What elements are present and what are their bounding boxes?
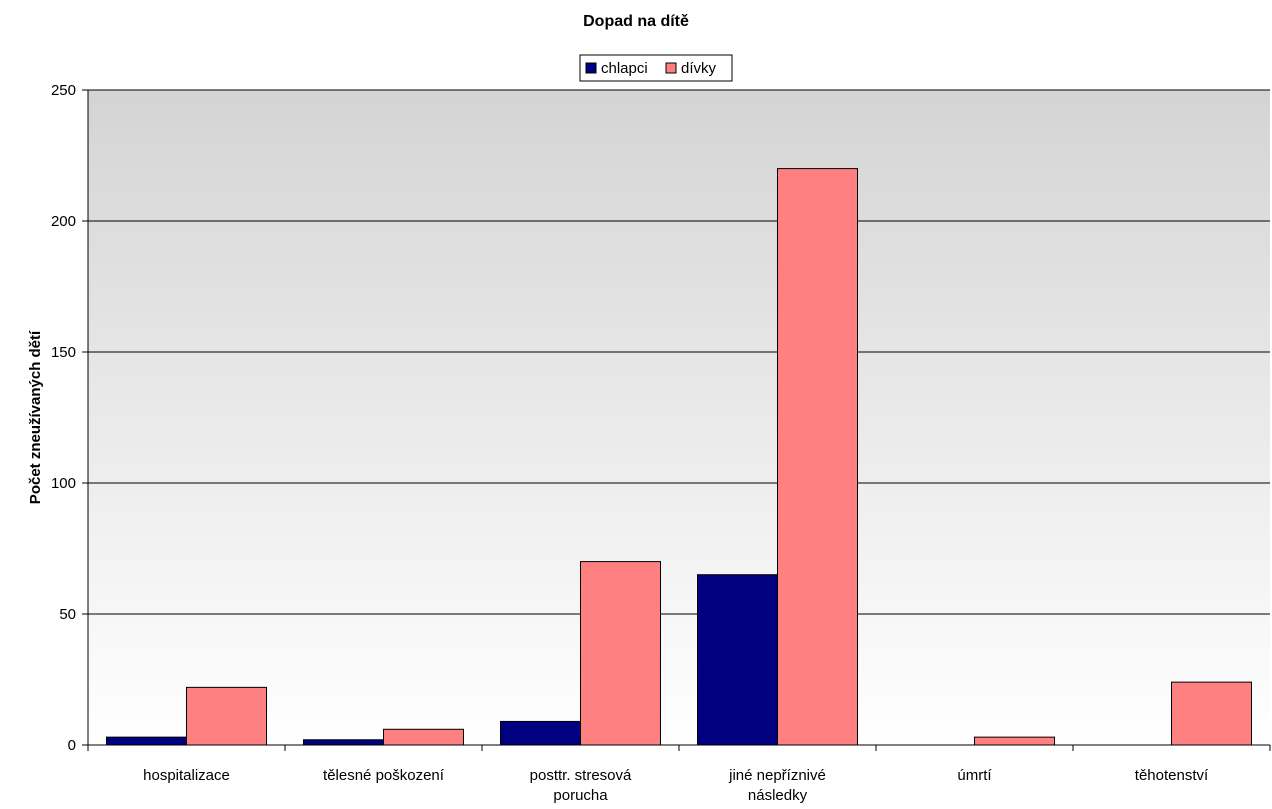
y-tick-label: 50 — [59, 606, 76, 623]
plot-area — [88, 90, 1270, 745]
x-category-label: tělesné poškození — [323, 767, 445, 784]
bar-dívky-4 — [974, 736, 1055, 746]
bar-dívky-2 — [580, 561, 661, 746]
bar-dívky-0 — [186, 686, 267, 746]
x-category-label: těhotenství — [1135, 767, 1209, 784]
bar-chlapci-0 — [106, 736, 187, 746]
x-category-label: úmrtí — [957, 767, 992, 784]
legend: chlapci dívky — [579, 54, 733, 82]
bar-dívky-3 — [777, 168, 858, 746]
axes — [82, 89, 1271, 751]
y-axis-label: Počet zneužívaných dětí — [27, 330, 44, 504]
bar-chlapci-1 — [303, 739, 384, 746]
legend-box — [579, 54, 733, 82]
x-category-label: hospitalizace — [143, 767, 230, 784]
bar-dívky-5 — [1171, 681, 1252, 746]
bar-chlapci-2 — [500, 720, 581, 746]
y-tick-label: 150 — [51, 344, 76, 361]
legend-label-dívky: dívky — [681, 60, 717, 77]
bars — [106, 168, 1252, 746]
x-category-label: následky — [748, 787, 808, 804]
x-category-labels: hospitalizace tělesné poškození posttr. st… — [143, 767, 1209, 804]
y-tick-label: 0 — [68, 737, 76, 754]
legend-label-chlapci: chlapci — [601, 60, 648, 77]
y-tick-labels: 0 50 100 150 200 250 — [51, 82, 76, 754]
gridlines — [88, 89, 1270, 615]
bar-chlapci-3 — [697, 574, 778, 746]
x-category-label: posttr. stresová — [530, 767, 632, 784]
x-category-label: jiné nepříznivé — [728, 767, 826, 784]
y-tick-label: 250 — [51, 82, 76, 99]
legend-swatch-dívky — [665, 62, 677, 74]
y-tick-label: 200 — [51, 213, 76, 230]
chart-title: Dopad na dítě — [583, 13, 689, 30]
bar-dívky-1 — [383, 728, 464, 746]
legend-swatch-chlapci — [585, 62, 597, 74]
x-category-label: porucha — [553, 787, 608, 804]
y-tick-label: 100 — [51, 475, 76, 492]
